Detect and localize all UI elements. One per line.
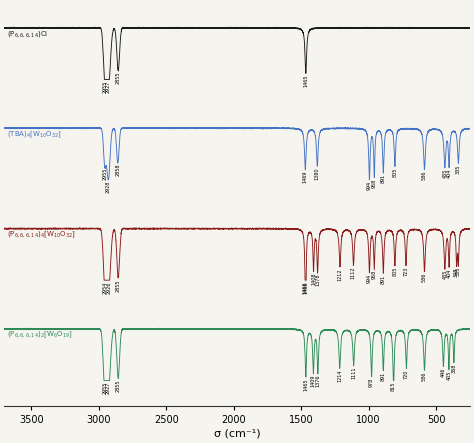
Text: 435: 435: [442, 169, 447, 178]
Text: 335: 335: [456, 164, 461, 174]
Text: 2955: 2955: [102, 168, 107, 180]
Text: 586: 586: [422, 273, 427, 282]
Text: 891: 891: [381, 275, 386, 284]
Text: 720: 720: [404, 369, 409, 379]
Text: (P$_{6,6,6,14}$)$_4$[W$_{10}$O$_{32}$]: (P$_{6,6,6,14}$)$_4$[W$_{10}$O$_{32}$]: [7, 229, 76, 240]
Text: 1465: 1465: [303, 74, 309, 87]
Text: 994: 994: [367, 181, 372, 190]
Text: 2858: 2858: [115, 164, 120, 176]
Text: 586: 586: [422, 171, 427, 180]
X-axis label: σ (cm⁻¹): σ (cm⁻¹): [214, 429, 260, 439]
Text: 335: 335: [456, 267, 461, 276]
Text: 348: 348: [454, 268, 459, 277]
Text: 404: 404: [447, 169, 452, 178]
Text: 586: 586: [422, 371, 427, 381]
Text: 446: 446: [441, 368, 446, 377]
Text: 1376: 1376: [315, 375, 320, 387]
Text: 891: 891: [381, 174, 386, 183]
Text: 2855: 2855: [116, 379, 121, 392]
Text: 994: 994: [367, 274, 372, 283]
Text: 2927: 2927: [106, 81, 111, 93]
Text: 1378: 1378: [315, 274, 320, 287]
Text: 958: 958: [372, 179, 377, 188]
Text: 2954: 2954: [102, 281, 107, 294]
Text: 958: 958: [372, 270, 377, 280]
Text: 405: 405: [447, 371, 451, 380]
Text: 368: 368: [451, 363, 456, 373]
Text: 815: 815: [391, 381, 396, 391]
Text: 1466: 1466: [303, 281, 308, 294]
Text: 723: 723: [403, 267, 409, 276]
Text: 1409: 1409: [311, 375, 316, 388]
Text: 1469: 1469: [303, 171, 308, 183]
Text: 805: 805: [392, 267, 397, 276]
Text: 1112: 1112: [351, 266, 356, 279]
Text: 1111: 1111: [351, 367, 356, 379]
Text: 1465: 1465: [303, 378, 309, 391]
Text: 1380: 1380: [315, 167, 320, 180]
Text: 1408: 1408: [311, 273, 316, 285]
Text: 2855: 2855: [116, 279, 121, 291]
Text: 2926: 2926: [106, 281, 111, 294]
Text: 2927: 2927: [106, 381, 111, 394]
Text: 805: 805: [392, 167, 397, 177]
Text: 2855: 2855: [116, 72, 121, 85]
Text: 2955: 2955: [102, 81, 107, 93]
Text: 2955: 2955: [102, 381, 107, 394]
Text: 1214: 1214: [337, 369, 342, 382]
Text: (P$_{6,6,6,14}$)Cl: (P$_{6,6,6,14}$)Cl: [7, 29, 48, 39]
Text: 891: 891: [381, 372, 386, 381]
Text: 2928: 2928: [106, 181, 111, 193]
Text: 1466: 1466: [303, 281, 308, 294]
Text: 435: 435: [442, 270, 447, 279]
Text: 404: 404: [447, 268, 452, 278]
Text: (P$_{6,6,6,14}$)$_2$[W$_6$O$_{19}$]: (P$_{6,6,6,14}$)$_2$[W$_6$O$_{19}$]: [7, 330, 73, 341]
Text: 978: 978: [369, 377, 374, 387]
Text: 1212: 1212: [337, 268, 343, 280]
Text: (TBA)$_4$[W$_{10}$O$_{32}$]: (TBA)$_4$[W$_{10}$O$_{32}$]: [7, 129, 62, 140]
